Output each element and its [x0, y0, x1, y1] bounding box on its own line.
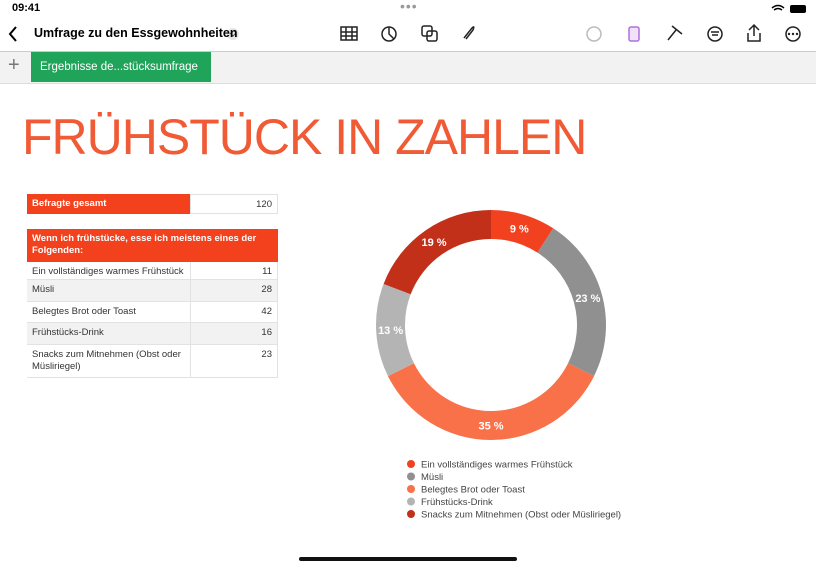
legend-label: Müsli [421, 472, 443, 483]
summary-value: 120 [190, 194, 278, 214]
table-value: 42 [190, 302, 278, 323]
title-menu[interactable] [227, 28, 239, 40]
back-button[interactable] [8, 26, 17, 42]
slice-label: 19 % [421, 237, 446, 249]
share-icon[interactable] [747, 23, 761, 42]
slice-label: 23 % [575, 293, 600, 305]
legend-label: Belegtes Brot oder Toast [421, 485, 525, 496]
slice-label: 13 % [378, 325, 403, 337]
legend-label: Ein vollständiges warmes Frühstück [421, 460, 573, 471]
menu-icon[interactable] [707, 26, 723, 42]
sheet-title: FRÜHSTÜCK IN ZAHLEN [22, 109, 587, 165]
table-label: Frühstücks-Drink [27, 323, 190, 345]
slice-label: 35 % [478, 421, 503, 433]
legend-swatch [407, 485, 415, 493]
multitask-dots[interactable]: ••• [400, 0, 418, 14]
summary-label: Befragte gesamt [27, 194, 190, 214]
attach-icon[interactable] [463, 26, 475, 40]
table-value: 11 [190, 262, 278, 280]
donut-slice [383, 210, 491, 295]
slice-label: 9 % [510, 224, 529, 236]
status-icons [771, 4, 806, 13]
legend-swatch [407, 510, 415, 518]
table-value: 23 [190, 345, 278, 378]
legend-label: Snacks zum Mitnehmen (Obst oder Müslirie… [421, 510, 621, 521]
document-title[interactable]: Umfrage zu den Essgewohnheiten [34, 26, 238, 40]
table-label: Snacks zum Mitnehmen (Obst oder Müslirie… [27, 345, 190, 378]
table-label: Müsli [27, 280, 190, 302]
donut-slice [387, 363, 595, 440]
table-label: Ein vollständiges warmes Frühstück [27, 262, 190, 280]
toolbar [8, 23, 801, 42]
legend-swatch [407, 472, 415, 481]
donut-slice [537, 228, 607, 377]
legend-label: Frühstücks-Drink [421, 497, 493, 508]
table-value: 16 [190, 323, 278, 345]
sheet-tab[interactable]: Ergebnisse de...stücksumfrage [31, 52, 211, 82]
status-time: 09:41 [12, 2, 41, 14]
table-label: Belegtes Brot oder Toast [27, 302, 190, 323]
table-header: Wenn ich frühstücke, esse ich meistens e… [27, 229, 278, 262]
more-icon[interactable] [785, 26, 801, 42]
undo-icon[interactable] [586, 26, 602, 42]
table-value: 28 [190, 280, 278, 302]
table-icon[interactable] [340, 26, 358, 41]
format-icon[interactable] [628, 26, 640, 42]
home-indicator [299, 557, 517, 561]
donut-slice [491, 210, 554, 253]
add-sheet-button[interactable]: + [8, 54, 20, 76]
legend-swatch [407, 497, 415, 506]
donut-slice [376, 283, 414, 377]
legend-swatch [407, 460, 415, 468]
brush-icon[interactable] [667, 25, 683, 41]
